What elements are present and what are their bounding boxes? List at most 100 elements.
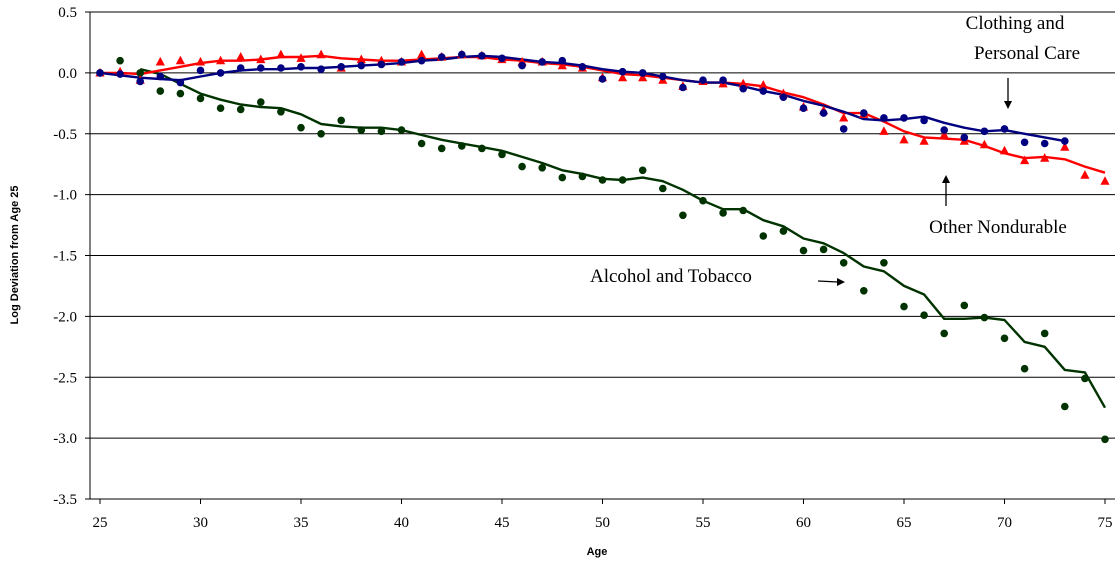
data-point: [960, 133, 969, 142]
data-point: [196, 66, 205, 75]
data-point: [759, 87, 768, 95]
data-point: [397, 126, 406, 134]
data-point: [719, 209, 727, 217]
data-point: [397, 58, 406, 66]
data-point: [518, 61, 526, 70]
data-point: [417, 49, 427, 59]
data-point: [1100, 176, 1110, 185]
data-point: [337, 116, 346, 125]
data-point: [739, 206, 747, 215]
data-point: [699, 76, 707, 84]
data-point: [1061, 137, 1069, 145]
data-point: [1101, 435, 1109, 444]
data-point: [417, 139, 426, 148]
data-point: [518, 162, 526, 171]
x-tick-label: 75: [1098, 515, 1113, 531]
data-point: [236, 52, 246, 61]
data-point: [1000, 125, 1009, 133]
data-point: [538, 164, 546, 172]
data-point: [458, 50, 466, 59]
series-layer: [95, 49, 1110, 444]
x-tick-label: 65: [897, 515, 912, 531]
x-axis-ticks: 25 30 35 40 45 50 55 60 65 70 75: [93, 499, 1113, 531]
arrow-other-nondurable: [942, 175, 950, 206]
data-point: [699, 196, 707, 205]
data-point: [316, 49, 326, 59]
data-point: [900, 302, 908, 311]
data-point: [216, 69, 225, 77]
data-point: [738, 78, 748, 88]
data-point: [819, 109, 828, 117]
data-point: [176, 78, 185, 87]
data-point: [155, 56, 165, 66]
data-point: [216, 55, 226, 65]
arrow-alcohol-tobacco: [817, 278, 845, 286]
data-point: [357, 126, 366, 134]
data-point: [337, 63, 346, 71]
data-point: [1040, 329, 1049, 338]
data-point: [1061, 402, 1069, 411]
data-point: [317, 65, 325, 73]
data-point: [999, 145, 1010, 155]
data-point: [1040, 153, 1050, 162]
data-point: [719, 76, 727, 84]
data-point: [297, 123, 305, 132]
data-point: [558, 56, 567, 65]
data-point: [136, 69, 144, 77]
data-point: [498, 54, 506, 63]
data-point: [297, 63, 305, 71]
data-point: [357, 61, 366, 70]
data-point: [216, 104, 225, 112]
data-point: [880, 114, 888, 122]
data-point: [960, 301, 969, 310]
data-point: [860, 287, 868, 295]
data-point: [277, 108, 285, 116]
data-point: [176, 89, 185, 98]
data-point: [880, 259, 888, 267]
data-point: [638, 166, 647, 175]
data-point: [478, 52, 486, 60]
data-point: [980, 127, 989, 136]
data-point: [1000, 334, 1009, 343]
data-point: [578, 172, 587, 181]
data-point: [317, 130, 325, 138]
data-point: [879, 126, 889, 135]
data-point: [779, 93, 788, 101]
data-point: [920, 311, 928, 320]
data-point: [478, 144, 486, 153]
data-point: [296, 53, 306, 62]
data-point: [437, 53, 446, 61]
x-tick-label: 70: [997, 515, 1012, 531]
data-point: [437, 144, 446, 153]
data-point: [860, 109, 868, 117]
arrow-clothing: [1004, 78, 1012, 109]
data-point: [739, 84, 747, 93]
data-point: [598, 75, 607, 83]
data-point: [679, 83, 687, 92]
data-point: [618, 72, 628, 82]
data-point: [195, 56, 206, 66]
data-point: [116, 70, 124, 78]
series-line-alcohol: [139, 68, 1107, 409]
x-tick-label: 45: [495, 515, 510, 531]
data-point: [175, 55, 185, 65]
data-point: [799, 246, 808, 255]
data-point: [377, 60, 386, 69]
y-tick-label: -3.0: [53, 431, 77, 447]
data-point: [638, 69, 647, 77]
y-axis-title: Log Deviation from Age 25: [9, 186, 21, 325]
data-point: [156, 72, 165, 81]
x-tick-label: 35: [294, 515, 309, 531]
data-point: [156, 87, 165, 95]
data-point: [839, 259, 848, 267]
y-axis-ticks: 0.5 0.0 -0.5 -1.0 -1.5 -2.0 -2.5 -3.0 -3.5: [53, 5, 90, 508]
data-point: [538, 58, 546, 66]
data-point: [919, 136, 929, 145]
data-point: [136, 77, 144, 86]
gridlines: [90, 11, 1115, 500]
data-point: [256, 54, 266, 64]
data-point: [900, 114, 908, 122]
data-point: [799, 104, 808, 112]
x-tick-label: 55: [696, 515, 711, 531]
data-point: [116, 56, 124, 65]
